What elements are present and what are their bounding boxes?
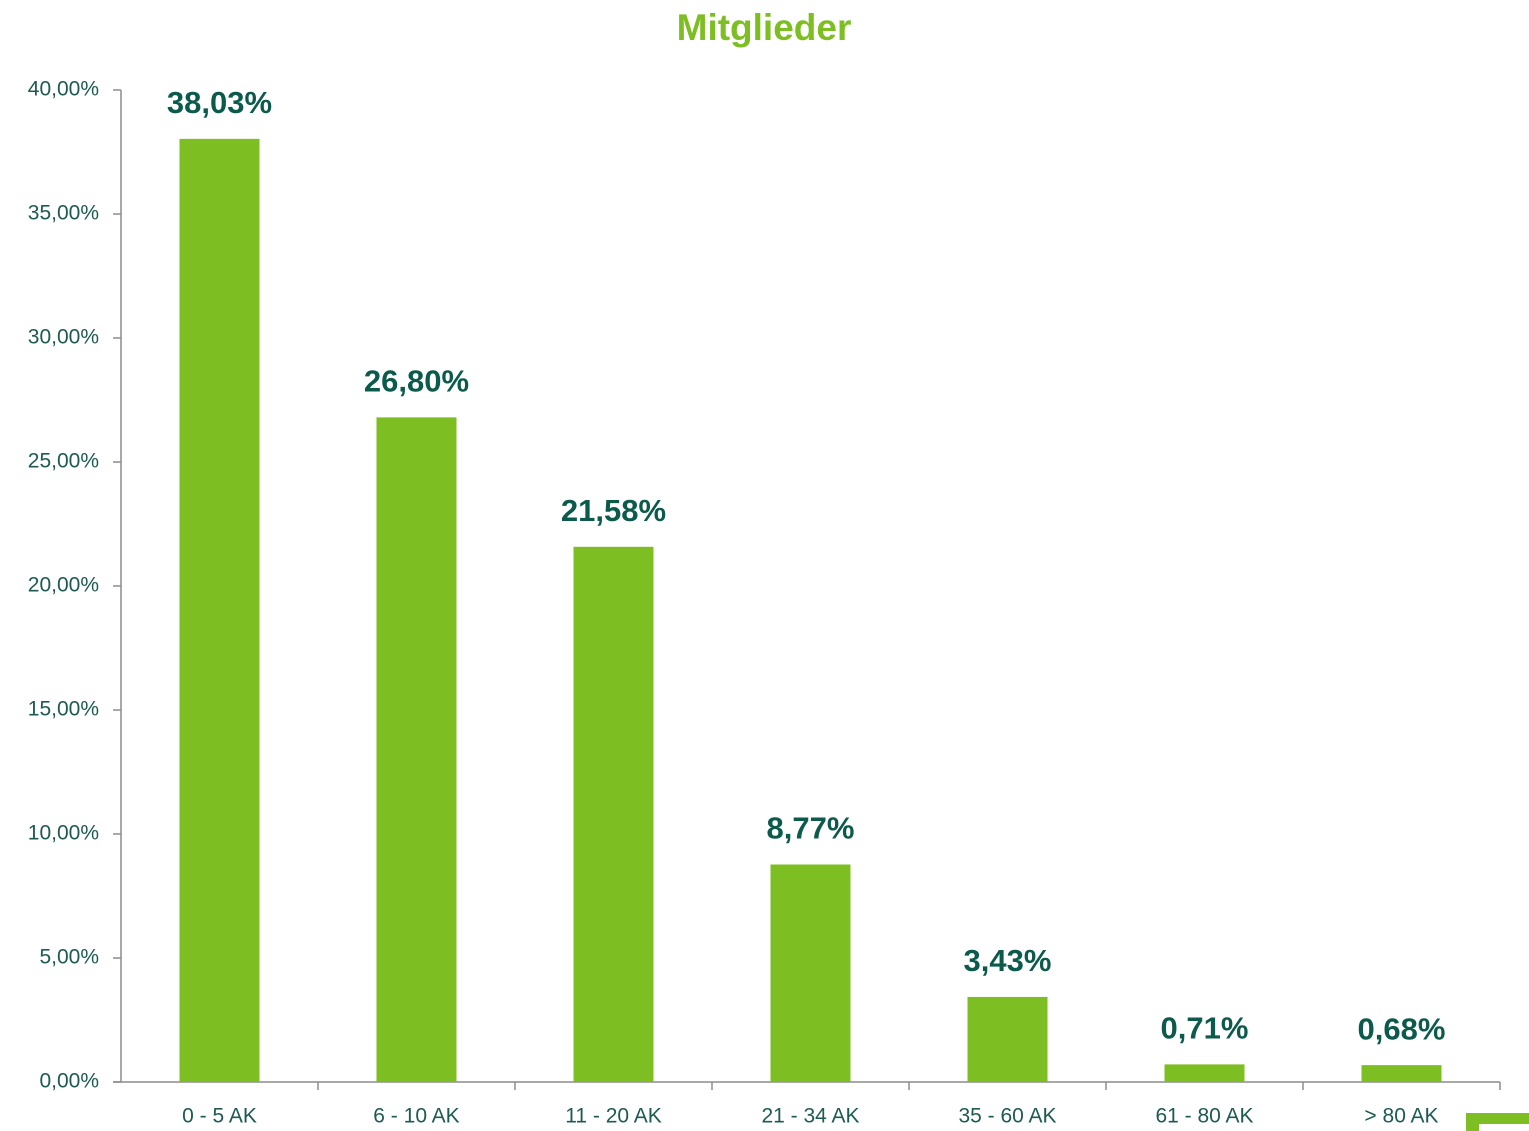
x-tick-label: 61 - 80 AK <box>1155 1105 1253 1128</box>
value-label: 8,77% <box>767 811 855 846</box>
bar <box>179 138 260 1082</box>
x-tick-label: 21 - 34 AK <box>761 1105 859 1128</box>
value-label: 26,80% <box>364 364 469 399</box>
y-tick-label: 40,00% <box>28 78 99 101</box>
decoration <box>1479 1124 1529 1131</box>
value-label: 21,58% <box>561 493 666 528</box>
y-tick-label: 0,00% <box>39 1070 99 1093</box>
x-tick-label: 11 - 20 AK <box>565 1105 662 1128</box>
value-label: 3,43% <box>964 943 1052 978</box>
x-tick-label: > 80 AK <box>1364 1105 1438 1128</box>
y-tick-label: 35,00% <box>28 202 99 225</box>
bar <box>376 417 457 1082</box>
value-label: 0,68% <box>1358 1011 1446 1046</box>
y-tick-label: 25,00% <box>28 450 99 473</box>
value-label: 0,71% <box>1161 1011 1249 1046</box>
bar <box>770 864 851 1082</box>
y-tick-label: 20,00% <box>28 574 99 597</box>
y-tick-label: 15,00% <box>28 698 99 721</box>
bar <box>573 546 654 1082</box>
bar <box>1361 1065 1442 1082</box>
x-tick-label: 35 - 60 AK <box>958 1105 1056 1128</box>
y-tick-label: 5,00% <box>39 946 99 969</box>
x-tick-label: 0 - 5 AK <box>182 1105 257 1128</box>
x-tick-label: 6 - 10 AK <box>373 1105 459 1128</box>
value-label: 38,03% <box>167 85 272 120</box>
bar <box>1164 1064 1245 1082</box>
chart-title: Mitglieder <box>677 7 852 48</box>
y-tick-label: 10,00% <box>28 822 99 845</box>
bar <box>967 996 1048 1082</box>
y-tick-label: 30,00% <box>28 326 99 349</box>
